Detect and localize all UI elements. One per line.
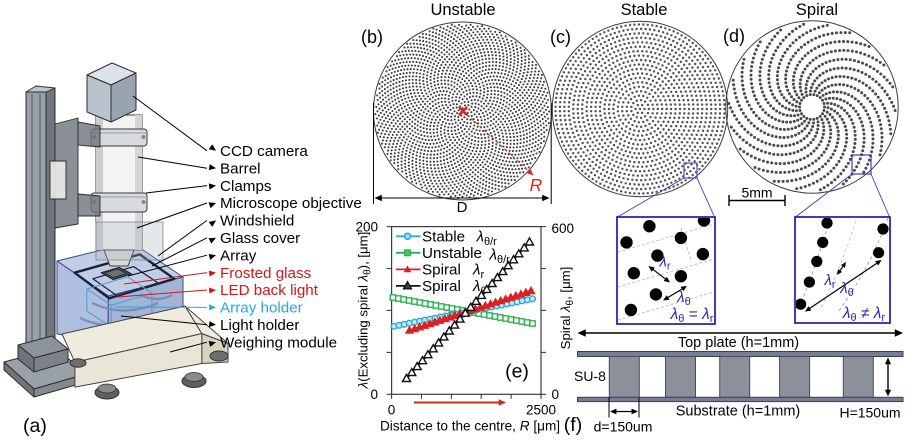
- svg-text:Stable: Stable: [422, 228, 465, 245]
- svg-text:LED back light: LED back light: [220, 282, 319, 299]
- svg-text:H=150um: H=150um: [839, 405, 900, 421]
- svg-text:λθ ≠ λr: λθ ≠ λr: [842, 305, 886, 324]
- svg-text:Spiral: Spiral: [422, 261, 461, 278]
- svg-text:(e): (e): [505, 361, 529, 383]
- svg-text:Frosted glass: Frosted glass: [220, 265, 312, 282]
- svg-text:(d): (d): [723, 26, 745, 46]
- svg-text:2500: 2500: [526, 403, 556, 418]
- svg-text:Microscope objective: Microscope objective: [220, 195, 362, 212]
- svg-text:d=150um: d=150um: [594, 419, 653, 435]
- svg-text:Spiral: Spiral: [796, 1, 838, 19]
- svg-text:Windshield: Windshield: [220, 213, 294, 230]
- svg-text:SU-8: SU-8: [574, 368, 606, 384]
- svg-text:(f): (f): [564, 414, 582, 436]
- svg-text:Top plate (h=1mm): Top plate (h=1mm): [678, 335, 799, 351]
- svg-text:5mm: 5mm: [741, 185, 772, 201]
- svg-text:λθ = λr: λθ = λr: [670, 306, 714, 325]
- svg-text:Light holder: Light holder: [220, 317, 299, 334]
- svg-text:R: R: [530, 175, 543, 195]
- svg-text:Weighing module: Weighing module: [220, 334, 337, 351]
- svg-text:D: D: [457, 199, 468, 216]
- svg-text:(b): (b): [361, 27, 383, 47]
- svg-text:Unstable: Unstable: [430, 1, 495, 19]
- svg-text:Array holder: Array holder: [220, 300, 303, 317]
- svg-text:Array: Array: [220, 247, 257, 264]
- svg-text:Stable: Stable: [621, 1, 668, 19]
- svg-text:(a): (a): [23, 415, 47, 437]
- svg-text:Clamps: Clamps: [220, 178, 272, 195]
- svg-text:0: 0: [370, 387, 378, 402]
- svg-text:CCD camera: CCD camera: [220, 143, 308, 160]
- svg-text:(c): (c): [550, 27, 571, 47]
- svg-text:600: 600: [552, 221, 575, 236]
- svg-text:Glass cover: Glass cover: [220, 230, 300, 247]
- svg-text:Spiral: Spiral: [422, 278, 461, 295]
- svg-text:Barrel: Barrel: [220, 160, 261, 177]
- svg-text:0: 0: [552, 387, 560, 402]
- svg-text:0: 0: [388, 403, 396, 418]
- svg-text:Unstable: Unstable: [422, 245, 482, 262]
- svg-text:Substrate (h=1mm): Substrate (h=1mm): [676, 404, 801, 420]
- svg-text:Distance to the centre, R [μm]: Distance to the centre, R [μm]: [380, 419, 560, 434]
